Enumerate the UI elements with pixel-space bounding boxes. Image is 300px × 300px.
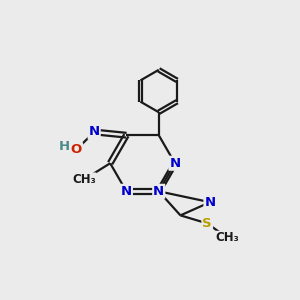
Text: N: N [169,157,181,170]
Text: O: O [71,143,82,156]
Text: N: N [153,185,164,198]
Text: CH₃: CH₃ [72,173,96,186]
Text: S: S [202,217,212,230]
Text: N: N [121,185,132,198]
Text: H: H [58,140,70,153]
Text: N: N [205,196,216,209]
Text: CH₃: CH₃ [216,232,239,244]
Text: N: N [88,125,100,139]
